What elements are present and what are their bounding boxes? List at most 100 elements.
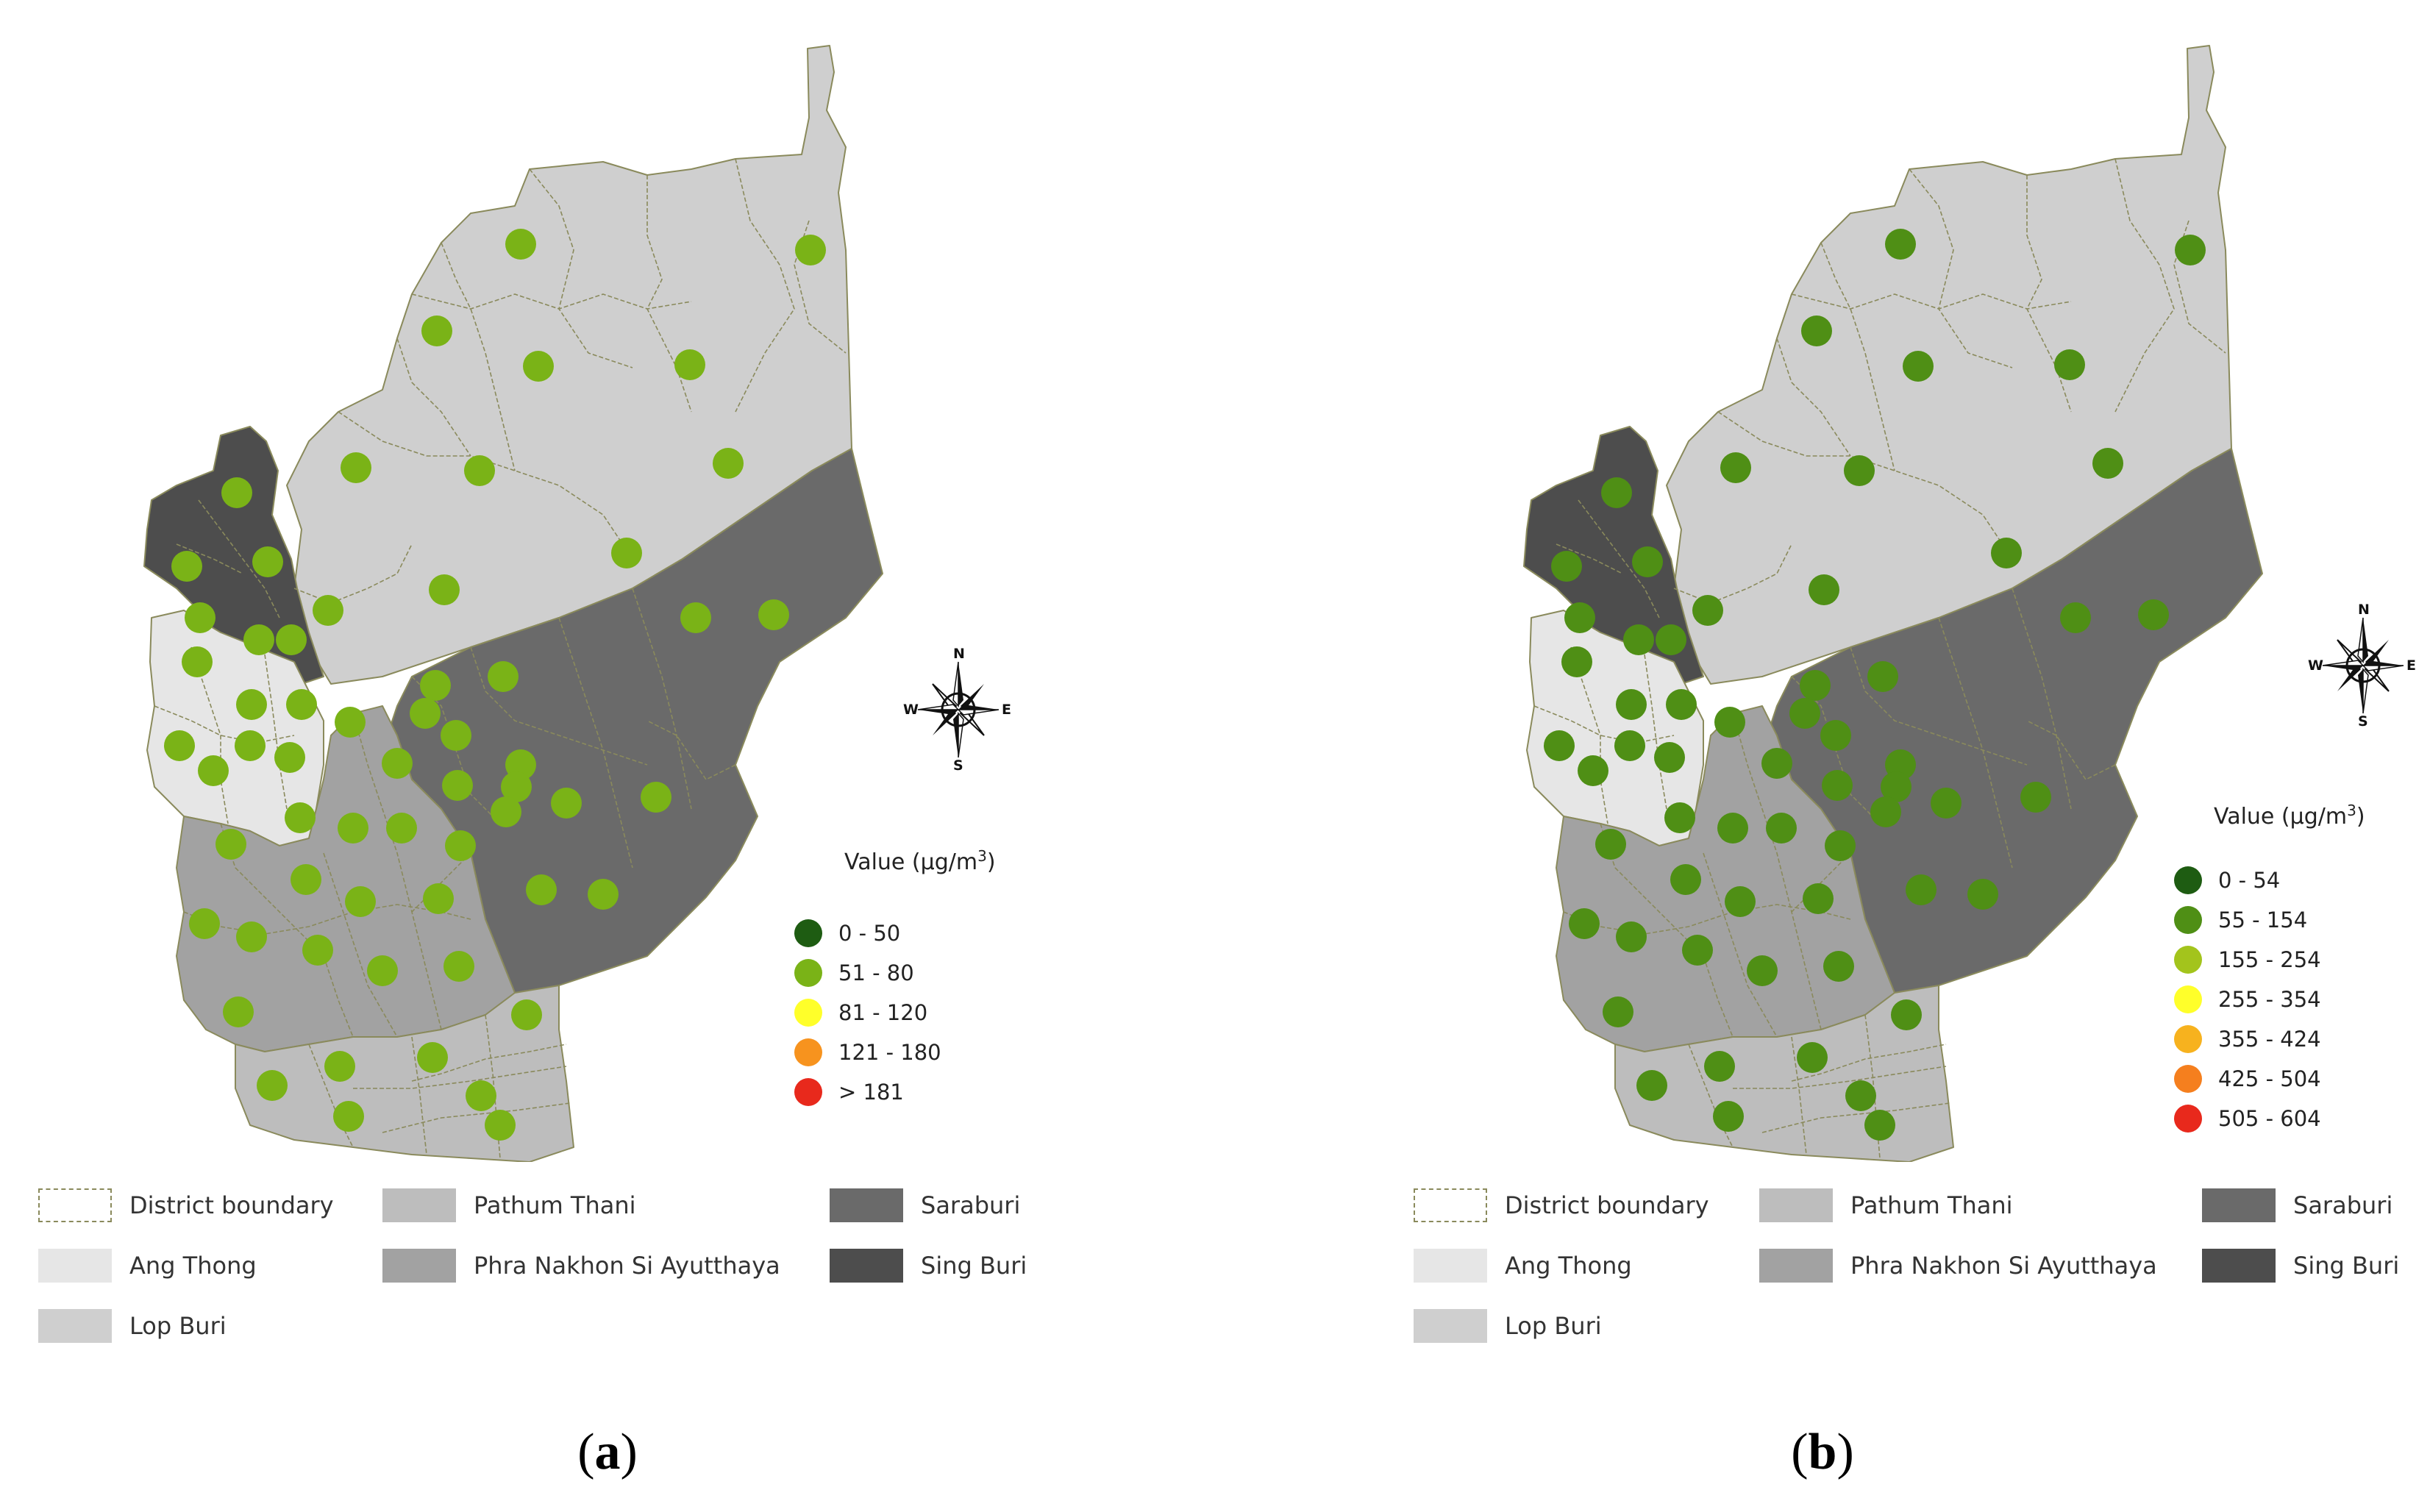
monitoring-point-marker (1766, 813, 1797, 844)
district-boundary-line (1733, 1066, 1947, 1089)
monitoring-point-marker (276, 624, 307, 655)
monitoring-point-marker (335, 707, 366, 738)
monitoring-point-marker (442, 770, 473, 801)
monitoring-point-marker (302, 935, 333, 966)
monitoring-point-marker (2054, 349, 2085, 380)
district-boundary-line (1703, 852, 1778, 1038)
monitoring-point-marker (1991, 538, 2022, 568)
monitoring-point-marker (1601, 477, 1632, 508)
district-boundary-line (1644, 654, 1667, 810)
panel-caption: (a) (577, 1424, 638, 1480)
monitoring-point-marker (526, 874, 557, 905)
monitoring-point-marker (1569, 908, 1600, 939)
monitoring-point-marker (313, 595, 343, 626)
monitoring-point-marker (1666, 689, 1697, 720)
panel-caption: (b) (1791, 1424, 1854, 1480)
monitoring-point-marker (1931, 788, 1962, 819)
monitoring-point-marker (1747, 955, 1778, 986)
province-map-a (143, 45, 883, 1162)
value-legend-title: Value (μg/m3) (2214, 802, 2365, 830)
monitoring-point-marker (1967, 879, 1998, 910)
map-panel-a: N S W E Value (μg/m3) 0 - 50 51 - 80 81 … (0, 45, 1215, 1480)
monitoring-point-marker (588, 879, 619, 910)
district-boundary-line (264, 654, 288, 810)
compass-east-label: E (2406, 657, 2416, 674)
district-boundary-line (308, 1044, 354, 1148)
monitoring-point-marker (1761, 748, 1792, 779)
monitoring-point-marker (1561, 646, 1592, 677)
class-swatch (2174, 1065, 2202, 1093)
monitoring-point-marker (1845, 1080, 1876, 1111)
monitoring-point-marker (795, 235, 826, 265)
compass-south-label: S (2358, 713, 2368, 730)
monitoring-point-marker (641, 782, 671, 813)
class-swatch (2174, 906, 2202, 934)
monitoring-point-marker (1801, 315, 1832, 346)
district-boundary-line (1600, 823, 1734, 1038)
monitoring-point-marker (429, 574, 460, 605)
monitoring-point-marker (341, 452, 371, 483)
district-boundary-line (183, 904, 471, 935)
monitoring-point-marker (333, 1101, 364, 1132)
district-boundary-line (1791, 1036, 1807, 1155)
monitoring-point-marker (257, 1070, 288, 1101)
monitoring-point-marker (551, 788, 582, 819)
district-boundary-line (411, 1036, 427, 1155)
monitoring-point-marker (420, 670, 451, 701)
district-boundary-line (293, 543, 413, 604)
class-swatch (2174, 1025, 2202, 1053)
monitoring-point-marker (445, 830, 476, 861)
monitoring-point-marker (223, 996, 254, 1027)
district-boundary-line (396, 338, 471, 457)
district-boundary-line (198, 499, 280, 618)
monitoring-point-marker (2092, 448, 2123, 479)
district-boundary-line (2012, 588, 2072, 810)
monitoring-point-marker (386, 813, 417, 844)
district-boundary-line (411, 852, 471, 913)
monitoring-point-marker (1704, 1051, 1735, 1082)
district-boundary-line (1938, 617, 2013, 869)
monitoring-point-marker (1670, 864, 1701, 895)
monitoring-point-marker (421, 315, 452, 346)
compass-south-label: S (953, 757, 963, 774)
monitoring-point-marker (758, 599, 789, 630)
monitoring-point-marker (189, 908, 220, 939)
monitoring-point-marker (367, 955, 398, 986)
class-swatch (2174, 985, 2202, 1013)
district-boundary-line (1578, 499, 1660, 618)
monitoring-point-marker (1664, 802, 1695, 833)
monitoring-point-marker (443, 951, 474, 982)
monitoring-point-marker (1614, 730, 1645, 761)
district-boundary-line (1850, 646, 2028, 766)
monitoring-point-marker (1844, 455, 1875, 486)
province-legend: District boundary Ang Thong Lop Buri Pat… (1215, 1184, 2430, 1346)
monitoring-point-marker (1551, 551, 1582, 582)
district-boundary-line (2026, 720, 2116, 781)
monitoring-point-marker (1544, 730, 1575, 761)
district-boundary-line (735, 158, 795, 413)
province-legend: District boundary Ang Thong Lop Buri Pat… (0, 1184, 1215, 1346)
monitoring-point-marker (171, 551, 202, 582)
monitoring-point-marker (1881, 771, 1911, 802)
district-boundary-line (470, 646, 648, 766)
monitoring-point-marker (485, 1110, 516, 1141)
map-panel-b: N S W E Value (μg/m3) 0 - 54 55 - 154 15… (1215, 0, 2430, 1512)
monitoring-point-marker (1564, 602, 1595, 633)
monitoring-point-marker (491, 796, 521, 827)
monitoring-point-marker (1616, 689, 1647, 720)
district-boundary-line (190, 646, 229, 824)
class-swatch (794, 1038, 822, 1066)
north-arrow-icon: N S W E (2308, 603, 2418, 730)
district-boundary-line (220, 823, 354, 1038)
monitoring-point-marker (235, 730, 266, 761)
monitoring-point-marker (291, 864, 321, 895)
district-boundary-line (1570, 646, 1608, 824)
district-boundary-line (1556, 543, 1623, 574)
district-boundary-line (1791, 852, 1851, 913)
monitoring-point-marker (1903, 351, 1934, 382)
class-swatch (794, 959, 822, 987)
monitoring-point-marker (252, 546, 283, 577)
monitoring-point-marker (1636, 1070, 1667, 1101)
monitoring-point-marker (674, 349, 705, 380)
monitoring-point-marker (501, 771, 532, 802)
